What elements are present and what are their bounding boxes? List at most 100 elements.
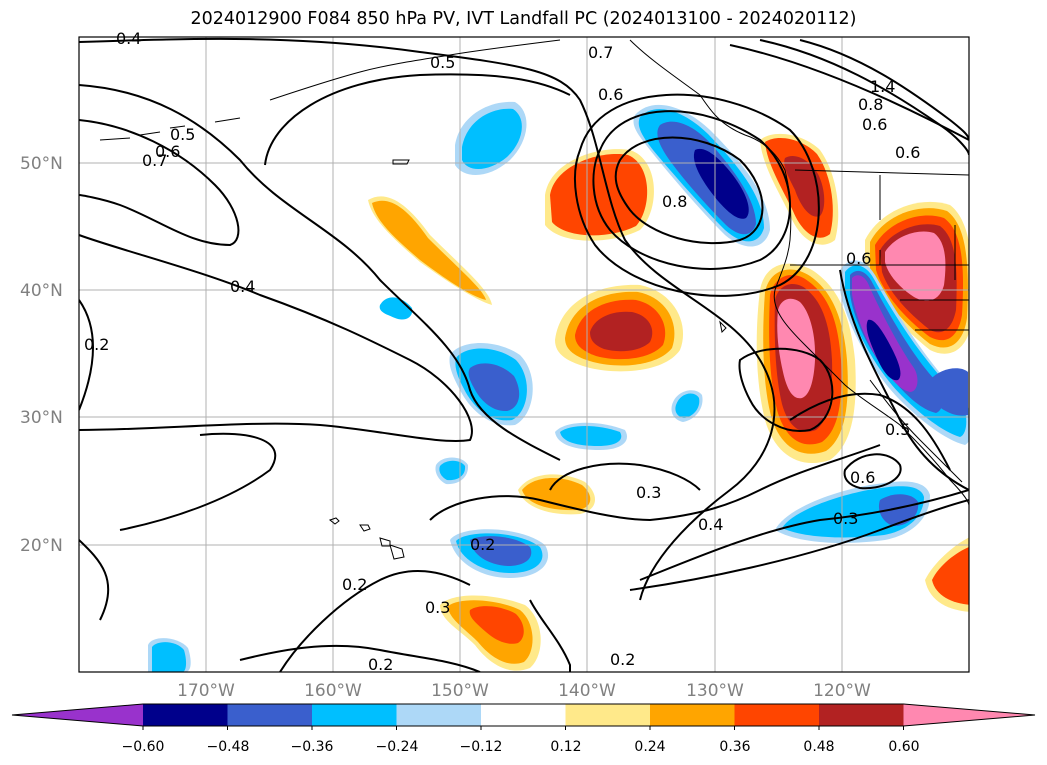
pv-contour [738, 347, 834, 432]
contour-labels: 0.4 0.5 0.7 0.6 1.4 0.8 0.5 0.6 0.7 0.8 … [84, 29, 920, 674]
pv-contour [529, 599, 571, 672]
neg-anomaly-blob [693, 148, 749, 219]
lat-label: 40°N [20, 281, 63, 301]
pv-contour [79, 299, 94, 411]
neg-anomaly-blob [468, 363, 520, 412]
graticule [79, 37, 969, 672]
colorbar-tick-label: 0.36 [719, 739, 750, 755]
map-title: 2024012900 F084 850 hPa PV, IVT Landfall… [190, 9, 857, 29]
colorbar-tick-label: −0.36 [291, 739, 334, 755]
us-border [794, 169, 969, 176]
colorbar-segment [227, 704, 313, 726]
lon-label: 160°W [304, 681, 362, 701]
shaded-field [148, 101, 969, 672]
pos-anomaly-blob [932, 547, 969, 605]
pv-contour [629, 499, 969, 591]
pv-contour [79, 119, 240, 247]
colorbar-segment [396, 704, 482, 726]
colorbar-tick-label: 0.24 [634, 739, 665, 755]
contour-label: 0.6 [895, 143, 920, 162]
colorbar-segment [565, 704, 651, 726]
colorbar-ticks: −0.60 −0.48 −0.36 −0.24 −0.12 0.12 0.24 … [122, 739, 920, 755]
lat-label: 30°N [20, 408, 63, 428]
contour-label: 0.2 [470, 535, 495, 554]
contour-label: 0.2 [368, 655, 393, 674]
contour-label: 0.2 [84, 335, 109, 354]
colorbar-segment [734, 704, 820, 726]
pv-contour [429, 444, 881, 522]
colorbar-tick-label: 0.60 [888, 739, 919, 755]
colorbar-tick-label: 0.12 [550, 739, 581, 755]
pv-contour [79, 84, 561, 461]
colorbar-segment [819, 704, 904, 726]
map-frame [78, 36, 970, 673]
pv-contour [729, 44, 969, 141]
contour-label: 0.5 [885, 420, 910, 439]
colorbar-tick-label: −0.24 [376, 739, 419, 755]
pos-anomaly-blob [522, 477, 591, 511]
pos-anomaly-blob [590, 311, 653, 352]
lon-label: 140°W [558, 681, 616, 701]
colorbar-extend-max [903, 704, 1035, 726]
colorbar-tick-label: 0.48 [803, 739, 834, 755]
pv-contour [549, 462, 701, 491]
small-island [719, 320, 727, 334]
lon-label: 150°W [431, 681, 489, 701]
neg-anomaly-blob [930, 368, 968, 416]
pv-contour [789, 392, 951, 471]
colorbar [11, 703, 1036, 730]
contour-label: 0.4 [230, 277, 255, 296]
neg-anomaly-blob [878, 494, 919, 526]
contour-label: 0.6 [155, 142, 180, 161]
pv-contour [799, 39, 969, 141]
lon-label: 120°W [813, 681, 871, 701]
neg-anomaly-blob [852, 275, 918, 392]
pv-contour [843, 453, 902, 490]
colorbar-segment [481, 704, 566, 726]
neg-anomaly-blob [462, 108, 522, 170]
pv-contour [574, 93, 820, 297]
lon-labels: 170°W 160°W 150°W 140°W 130°W 120°W [177, 681, 871, 701]
contour-label: 1.4 [870, 77, 895, 96]
lat-labels: 50°N 40°N 30°N 20°N [20, 154, 63, 556]
contour-label: 0.8 [662, 192, 687, 211]
neg-anomaly-blob [470, 536, 532, 566]
contour-label: 0.5 [170, 125, 195, 144]
pv-contour [264, 73, 571, 166]
contour-label: 0.7 [142, 151, 167, 170]
contour-label: 0.3 [425, 598, 450, 617]
colorbar-tick-label: −0.60 [122, 739, 165, 755]
pv-contour [592, 110, 791, 270]
contour-label: 0.8 [858, 95, 883, 114]
pos-anomaly-blob [777, 298, 816, 399]
neg-anomaly-blob [560, 426, 622, 446]
colorbar-segment [650, 704, 735, 726]
pv-contour [759, 39, 969, 156]
pv-contour [839, 269, 969, 491]
colorbar-tick-label: −0.12 [460, 739, 503, 755]
lon-label: 170°W [177, 681, 235, 701]
lon-label: 130°W [686, 681, 744, 701]
lat-label: 50°N [20, 154, 63, 174]
lat-label: 20°N [20, 536, 63, 556]
pv-contour [119, 432, 277, 531]
colorbar-segment [143, 704, 228, 726]
contour-label: 0.4 [116, 29, 141, 48]
hawaii-island [328, 517, 405, 560]
pos-anomaly-blob [885, 231, 946, 301]
pv-contour [79, 234, 473, 442]
contour-label: 0.6 [850, 468, 875, 487]
contour-label: 0.5 [430, 53, 455, 72]
colorbar-segment [312, 704, 397, 726]
pos-anomaly-blob [372, 200, 486, 300]
pv-contour [79, 37, 776, 601]
contour-label: 0.7 [588, 43, 613, 62]
neg-anomaly-blob [439, 460, 466, 481]
contour-label: 0.3 [636, 483, 661, 502]
pv-contour [239, 644, 481, 672]
alaska-coast [269, 39, 561, 101]
contour-label: 0.4 [698, 515, 723, 534]
pos-anomaly-blob [469, 606, 524, 644]
pv-contour [639, 489, 969, 581]
